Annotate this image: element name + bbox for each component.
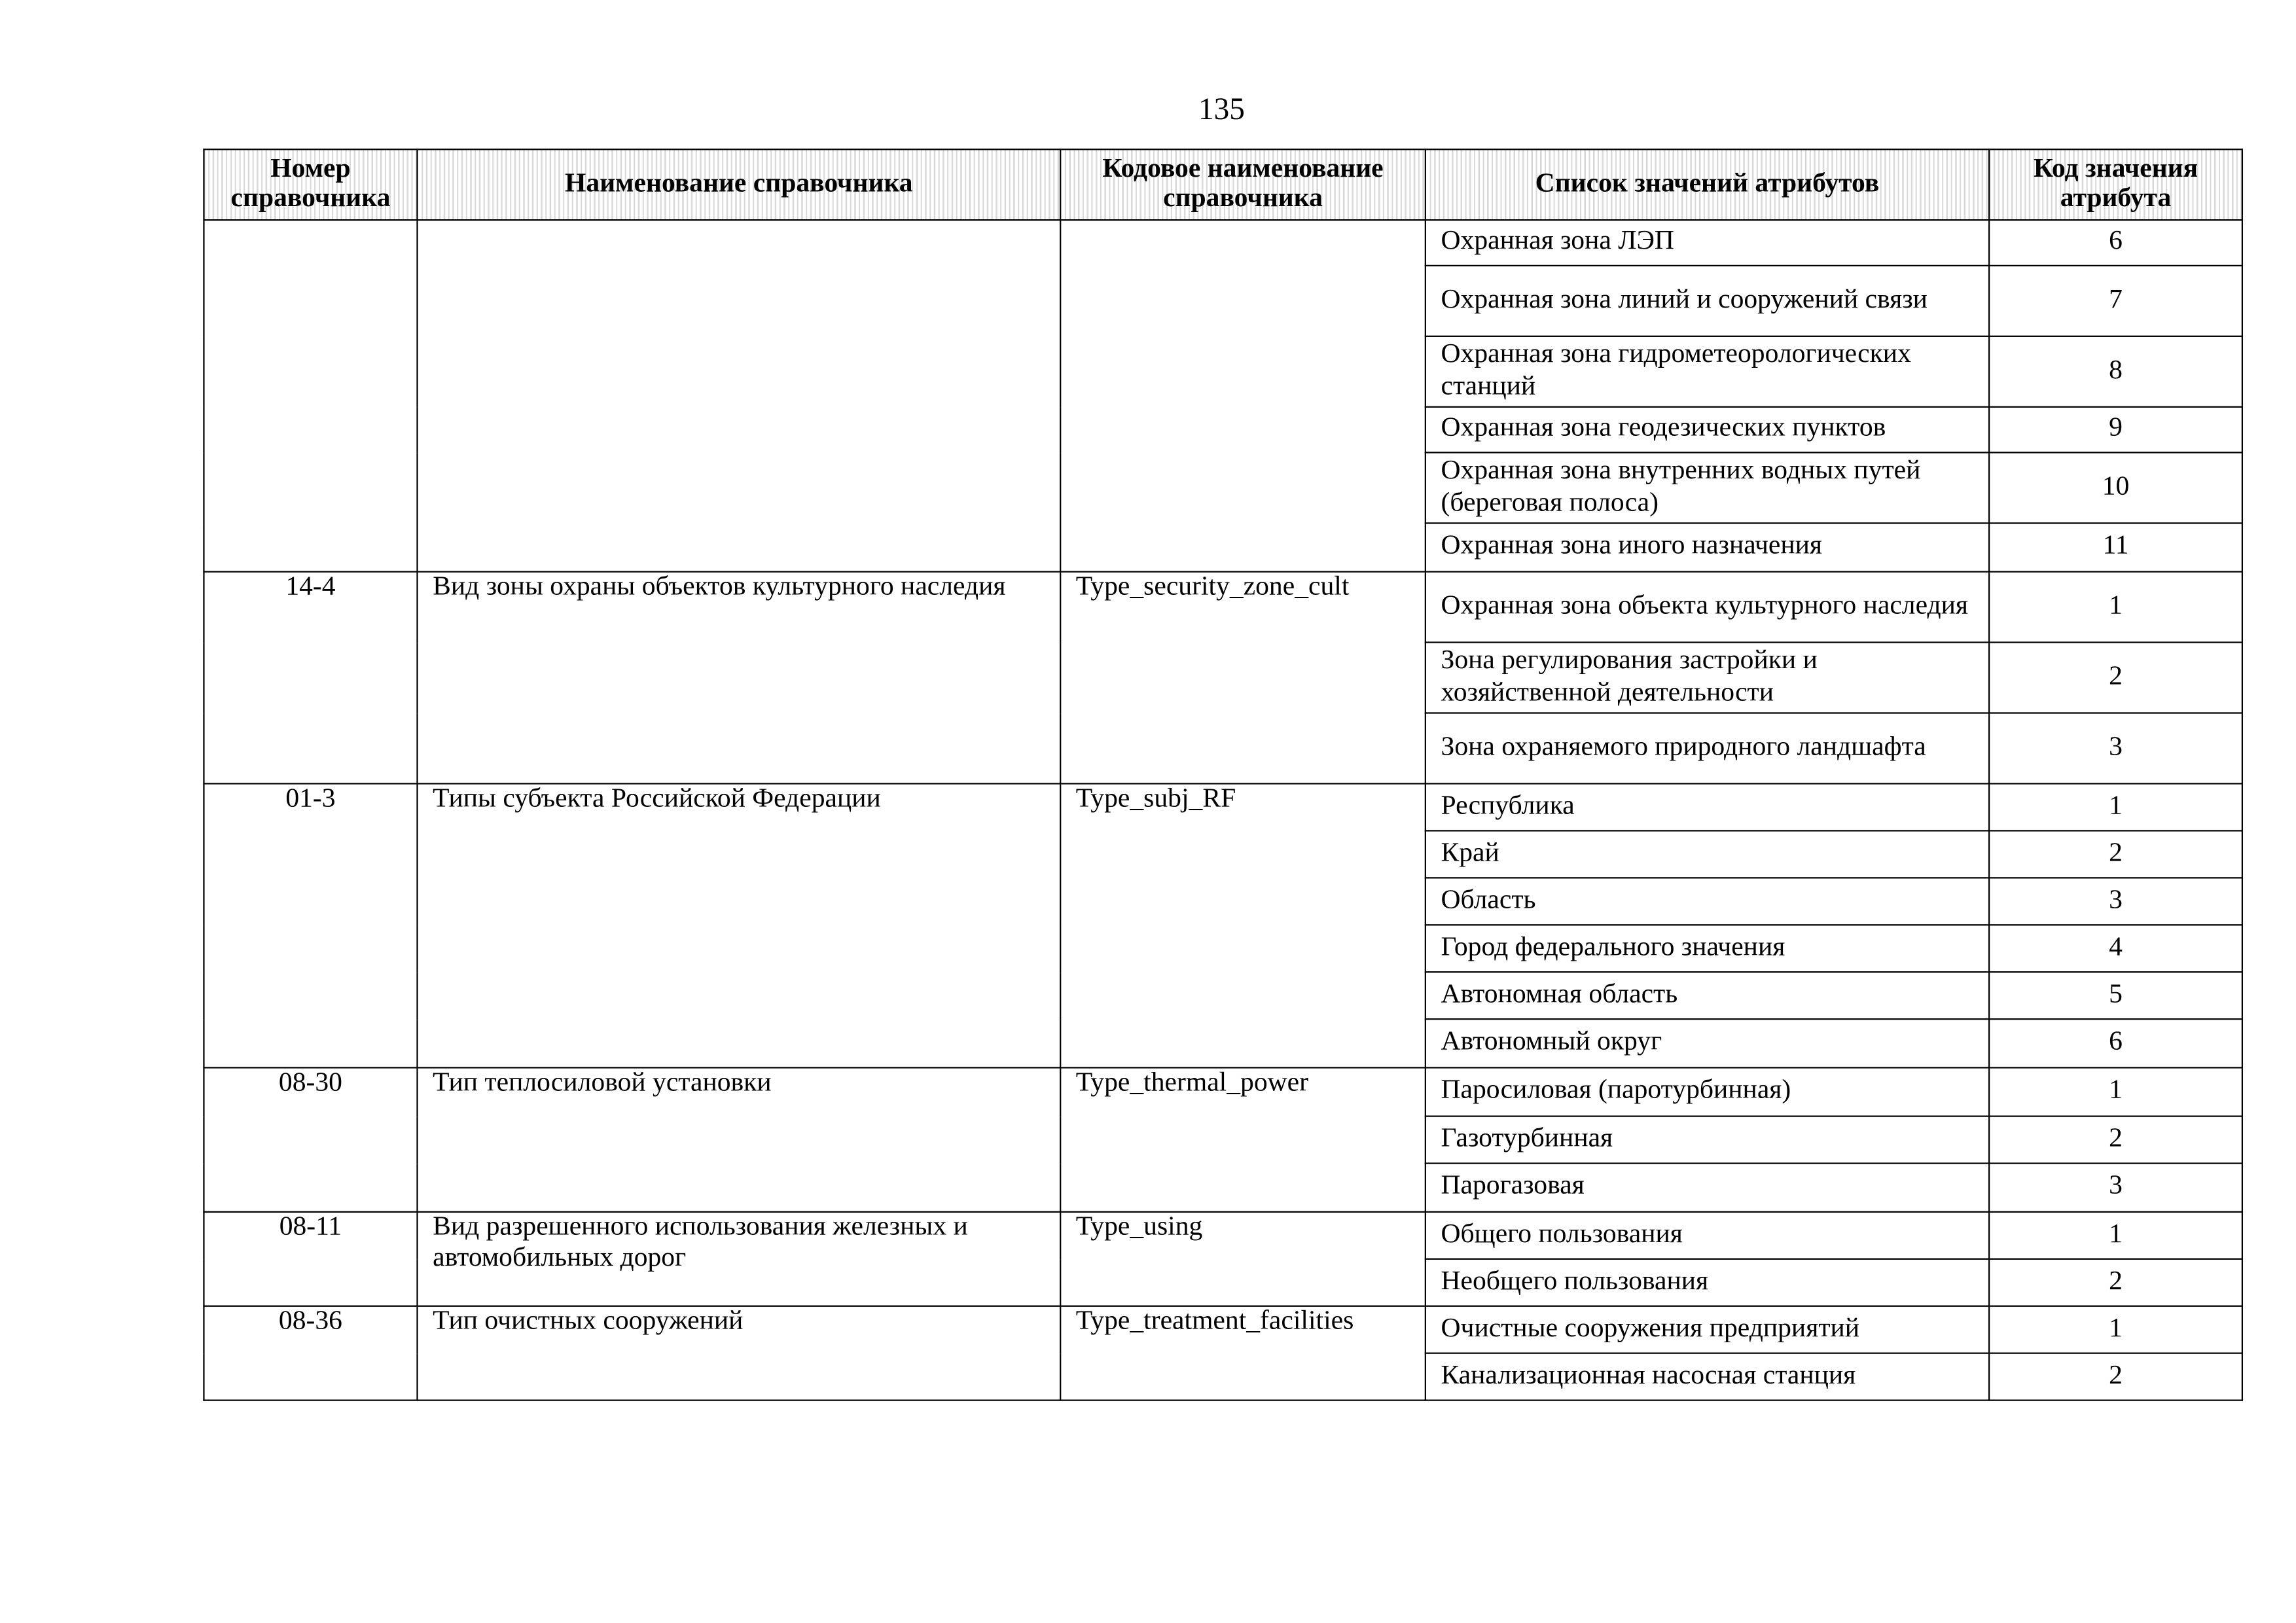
attribute-code: 4	[1988, 924, 2244, 973]
reference-table: Номер справочника Наименование справочни…	[203, 149, 2244, 1401]
header-values: Список значений атрибутов	[1424, 149, 1990, 221]
attribute-value: Республика	[1424, 783, 1990, 832]
page-number: 135	[1198, 91, 1245, 127]
attribute-code: 10	[1988, 452, 2244, 524]
group-name: Типы субъекта Российской Федерации	[416, 783, 1062, 1069]
table-row: Зона регулирования застройки и хозяйстве…	[204, 641, 2244, 714]
table-row: 08-30 Тип теплосиловой установки Type_ther…	[203, 1067, 2244, 1213]
attribute-value: Охранная зона гидрометеорологических ста…	[1424, 335, 1990, 408]
attribute-code: 1	[1988, 1067, 2244, 1117]
attribute-code: 1	[1988, 1305, 2244, 1354]
group-number	[203, 219, 418, 573]
header-number: Номер справочника	[203, 149, 418, 221]
attribute-value: Зона регулирования застройки и хозяйстве…	[1424, 641, 1990, 714]
attribute-value: Общего пользования	[1424, 1211, 1990, 1260]
table-row: 14-4 Вид зоны охраны объектов культурного…	[203, 571, 2244, 785]
group-name: Тип теплосиловой установки	[416, 1067, 1062, 1213]
group-code-name	[1060, 219, 1426, 573]
attribute-code: 8	[1988, 335, 2244, 408]
attribute-value: Охранная зона иного назначения	[1424, 522, 1990, 573]
table-row: Охранная зона гидрометеорологических ста…	[204, 335, 2244, 408]
attribute-code: 3	[1988, 712, 2244, 785]
table-row: Город федерального значения 4	[204, 924, 2244, 973]
attribute-value: Охранная зона геодезических пунктов	[1424, 406, 1990, 454]
table-row: 08-36 Тип очистных сооружений Type_treatme…	[203, 1305, 2244, 1401]
attribute-value: Край	[1424, 830, 1990, 879]
table-row: Охранная зона линий и сооружений связи 7	[204, 264, 2244, 337]
group-number: 14-4	[203, 571, 418, 785]
attribute-code: 2	[1988, 1115, 2244, 1164]
table-row: Необщего пользования 2	[204, 1258, 2244, 1307]
header-value-code: Код значения атрибута	[1988, 149, 2244, 221]
group-code-name: Type_security_zone_cult	[1060, 571, 1426, 785]
group-name	[416, 219, 1062, 573]
attribute-value: Очистные сооружения предприятий	[1424, 1305, 1990, 1354]
group-number: 08-36	[203, 1305, 418, 1401]
attribute-value: Охранная зона линий и сооружений связи	[1424, 264, 1990, 337]
attribute-value: Охранная зона объекта культурного наслед…	[1424, 571, 1990, 643]
attribute-value: Паросиловая (паротурбинная)	[1424, 1067, 1990, 1117]
attribute-code: 11	[1988, 522, 2244, 573]
attribute-value: Автономный округ	[1424, 1018, 1990, 1069]
attribute-value: Охранная зона внутренних водных путей (б…	[1424, 452, 1990, 524]
group-name: Вид зоны охраны объектов культурного нас…	[416, 571, 1062, 785]
attribute-code: 6	[1988, 1018, 2244, 1069]
group-number: 08-11	[203, 1211, 418, 1307]
table-row: Зона охраняемого природного ландшафта 3	[204, 712, 2244, 785]
attribute-code: 2	[1988, 1258, 2244, 1307]
attribute-code: 6	[1988, 219, 2244, 267]
table-row: Парогазовая 3	[204, 1162, 2244, 1213]
table-row: 08-11 Вид разрешенного использования желе…	[203, 1211, 2244, 1307]
attribute-code: 9	[1988, 406, 2244, 454]
attribute-value: Город федерального значения	[1424, 924, 1990, 973]
table-row: Охранная зона ЛЭП 6	[203, 219, 2244, 573]
table-row: Охранная зона иного назначения 11	[204, 522, 2244, 573]
attribute-value: Зона охраняемого природного ландшафта	[1424, 712, 1990, 785]
table-header-row: Номер справочника Наименование справочни…	[203, 149, 2244, 221]
header-code-name: Кодовое наименование справочника	[1060, 149, 1426, 221]
header-name: Наименование справочника	[416, 149, 1062, 221]
group-code-name: Type_treatment_facilities	[1060, 1305, 1426, 1401]
attribute-code: 2	[1988, 641, 2244, 714]
table-row: Автономная область 5	[204, 971, 2244, 1020]
table-row: 01-3 Типы субъекта Российской Федерации Ty…	[203, 783, 2244, 1069]
table-row: Газотурбинная 2	[204, 1115, 2244, 1164]
table-row: Автономный округ 6	[204, 1018, 2244, 1069]
attribute-code: 5	[1988, 971, 2244, 1020]
table-row: Край 2	[204, 830, 2244, 879]
attribute-code: 3	[1988, 877, 2244, 926]
attribute-code: 1	[1988, 1211, 2244, 1260]
attribute-value: Парогазовая	[1424, 1162, 1990, 1213]
group-name: Тип очистных сооружений	[416, 1305, 1062, 1401]
attribute-code: 3	[1988, 1162, 2244, 1213]
group-number: 01-3	[203, 783, 418, 1069]
table-row: Охранная зона внутренних водных путей (б…	[204, 452, 2244, 524]
attribute-value: Необщего пользования	[1424, 1258, 1990, 1307]
attribute-value: Газотурбинная	[1424, 1115, 1990, 1164]
attribute-code: 1	[1988, 571, 2244, 643]
group-number: 08-30	[203, 1067, 418, 1213]
table-row: Канализационная насосная станция 2	[204, 1352, 2244, 1401]
attribute-value: Охранная зона ЛЭП	[1424, 219, 1990, 267]
group-code-name: Type_thermal_power	[1060, 1067, 1426, 1213]
attribute-code: 2	[1988, 1352, 2244, 1401]
group-name: Вид разрешенного использования железных …	[416, 1211, 1062, 1307]
attribute-value: Область	[1424, 877, 1990, 926]
group-code-name: Type_using	[1060, 1211, 1426, 1307]
attribute-code: 2	[1988, 830, 2244, 879]
group-code-name: Type_subj_RF	[1060, 783, 1426, 1069]
attribute-value: Автономная область	[1424, 971, 1990, 1020]
attribute-code: 7	[1988, 264, 2244, 337]
table-row: Область 3	[204, 877, 2244, 926]
attribute-value: Канализационная насосная станция	[1424, 1352, 1990, 1401]
table-row: Охранная зона геодезических пунктов 9	[204, 406, 2244, 454]
attribute-code: 1	[1988, 783, 2244, 832]
